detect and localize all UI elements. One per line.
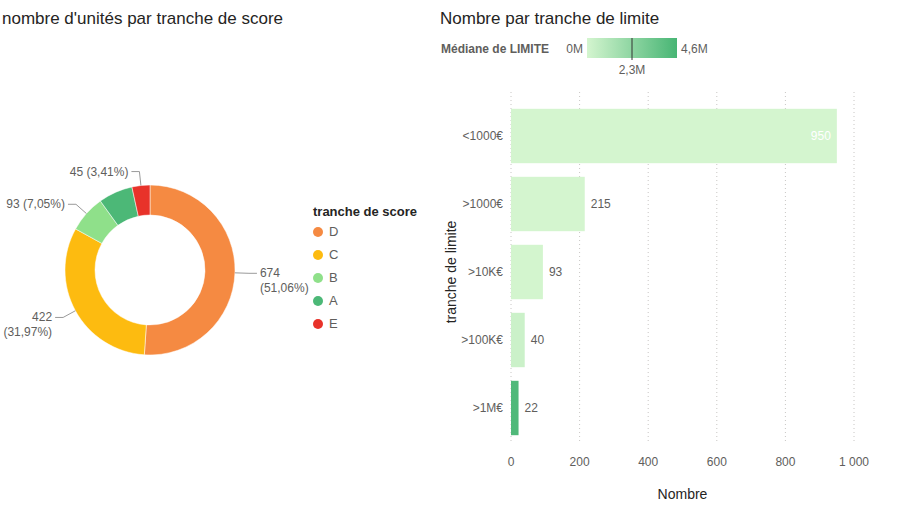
chart-title: Nombre par tranche de limite <box>440 9 659 28</box>
legend-label: C <box>329 247 338 262</box>
y-axis-label: tranche de limite <box>443 220 459 323</box>
colorbar-tick-label: 2,3M <box>619 63 646 77</box>
legend-marker <box>313 296 323 306</box>
leader-line <box>68 204 86 213</box>
x-axis-label: Nombre <box>658 486 708 502</box>
slice <box>144 185 235 355</box>
grid-line <box>854 92 855 442</box>
legend-label: D <box>329 224 338 239</box>
legend-label: B <box>329 270 338 285</box>
data-label-line: (31,97%) <box>3 325 52 339</box>
data-label: 950 <box>811 129 831 143</box>
legend-title: tranche de score <box>313 204 417 219</box>
colorbar-tick <box>632 38 633 60</box>
data-label: 215 <box>591 197 611 211</box>
slices <box>65 185 235 355</box>
data-label: 93 <box>549 265 563 279</box>
y-tick-label: <1000€ <box>463 129 504 143</box>
chart-title: nombre d'unités par tranche de score <box>2 9 283 28</box>
bar <box>511 109 837 163</box>
data-label-line: 422 <box>32 310 52 324</box>
colorbar-label: Médiane de LIMITE <box>441 42 549 56</box>
slice <box>65 229 146 355</box>
bar <box>511 177 585 231</box>
legend-marker <box>313 227 323 237</box>
colorbar-tick-label: 0M <box>566 42 583 56</box>
legend-marker <box>313 250 323 260</box>
y-tick-label: >10K€ <box>468 265 503 279</box>
data-label: 45 (3,41%) <box>70 165 129 179</box>
data-label: 422(31,97%) <box>3 310 52 339</box>
x-tick-label: 800 <box>775 455 795 469</box>
slice <box>132 185 150 216</box>
data-label: 93 (7,05%) <box>6 197 65 211</box>
leader-line <box>55 311 75 318</box>
bar <box>511 381 519 435</box>
data-label-line: 674 <box>260 266 280 280</box>
data-label: 40 <box>531 333 545 347</box>
data-label: 674(51,06%) <box>260 266 309 295</box>
x-tick-label: 600 <box>707 455 727 469</box>
x-tick-label: 0 <box>508 455 515 469</box>
leader-line <box>235 272 257 273</box>
y-tick-label: >100K€ <box>461 333 503 347</box>
x-tick-label: 200 <box>570 455 590 469</box>
bar <box>511 313 525 367</box>
y-tick-label: >1M€ <box>473 401 504 415</box>
legend-marker <box>313 273 323 283</box>
legend-label: A <box>329 293 338 308</box>
bars <box>511 109 837 435</box>
legend-marker <box>313 319 323 329</box>
legend-label: E <box>329 316 338 331</box>
colorbar-tick-label: 4,6M <box>681 42 708 56</box>
bar <box>511 245 543 299</box>
data-label-line: (51,06%) <box>260 281 309 295</box>
x-tick-label: 1 000 <box>839 455 869 469</box>
data-label: 22 <box>525 401 539 415</box>
leader-line <box>131 172 140 186</box>
chart-canvas: nombre d'unités par tranche de score674(… <box>0 0 900 520</box>
slice <box>100 187 138 225</box>
x-tick-label: 400 <box>638 455 658 469</box>
y-tick-label: >1000€ <box>463 197 504 211</box>
